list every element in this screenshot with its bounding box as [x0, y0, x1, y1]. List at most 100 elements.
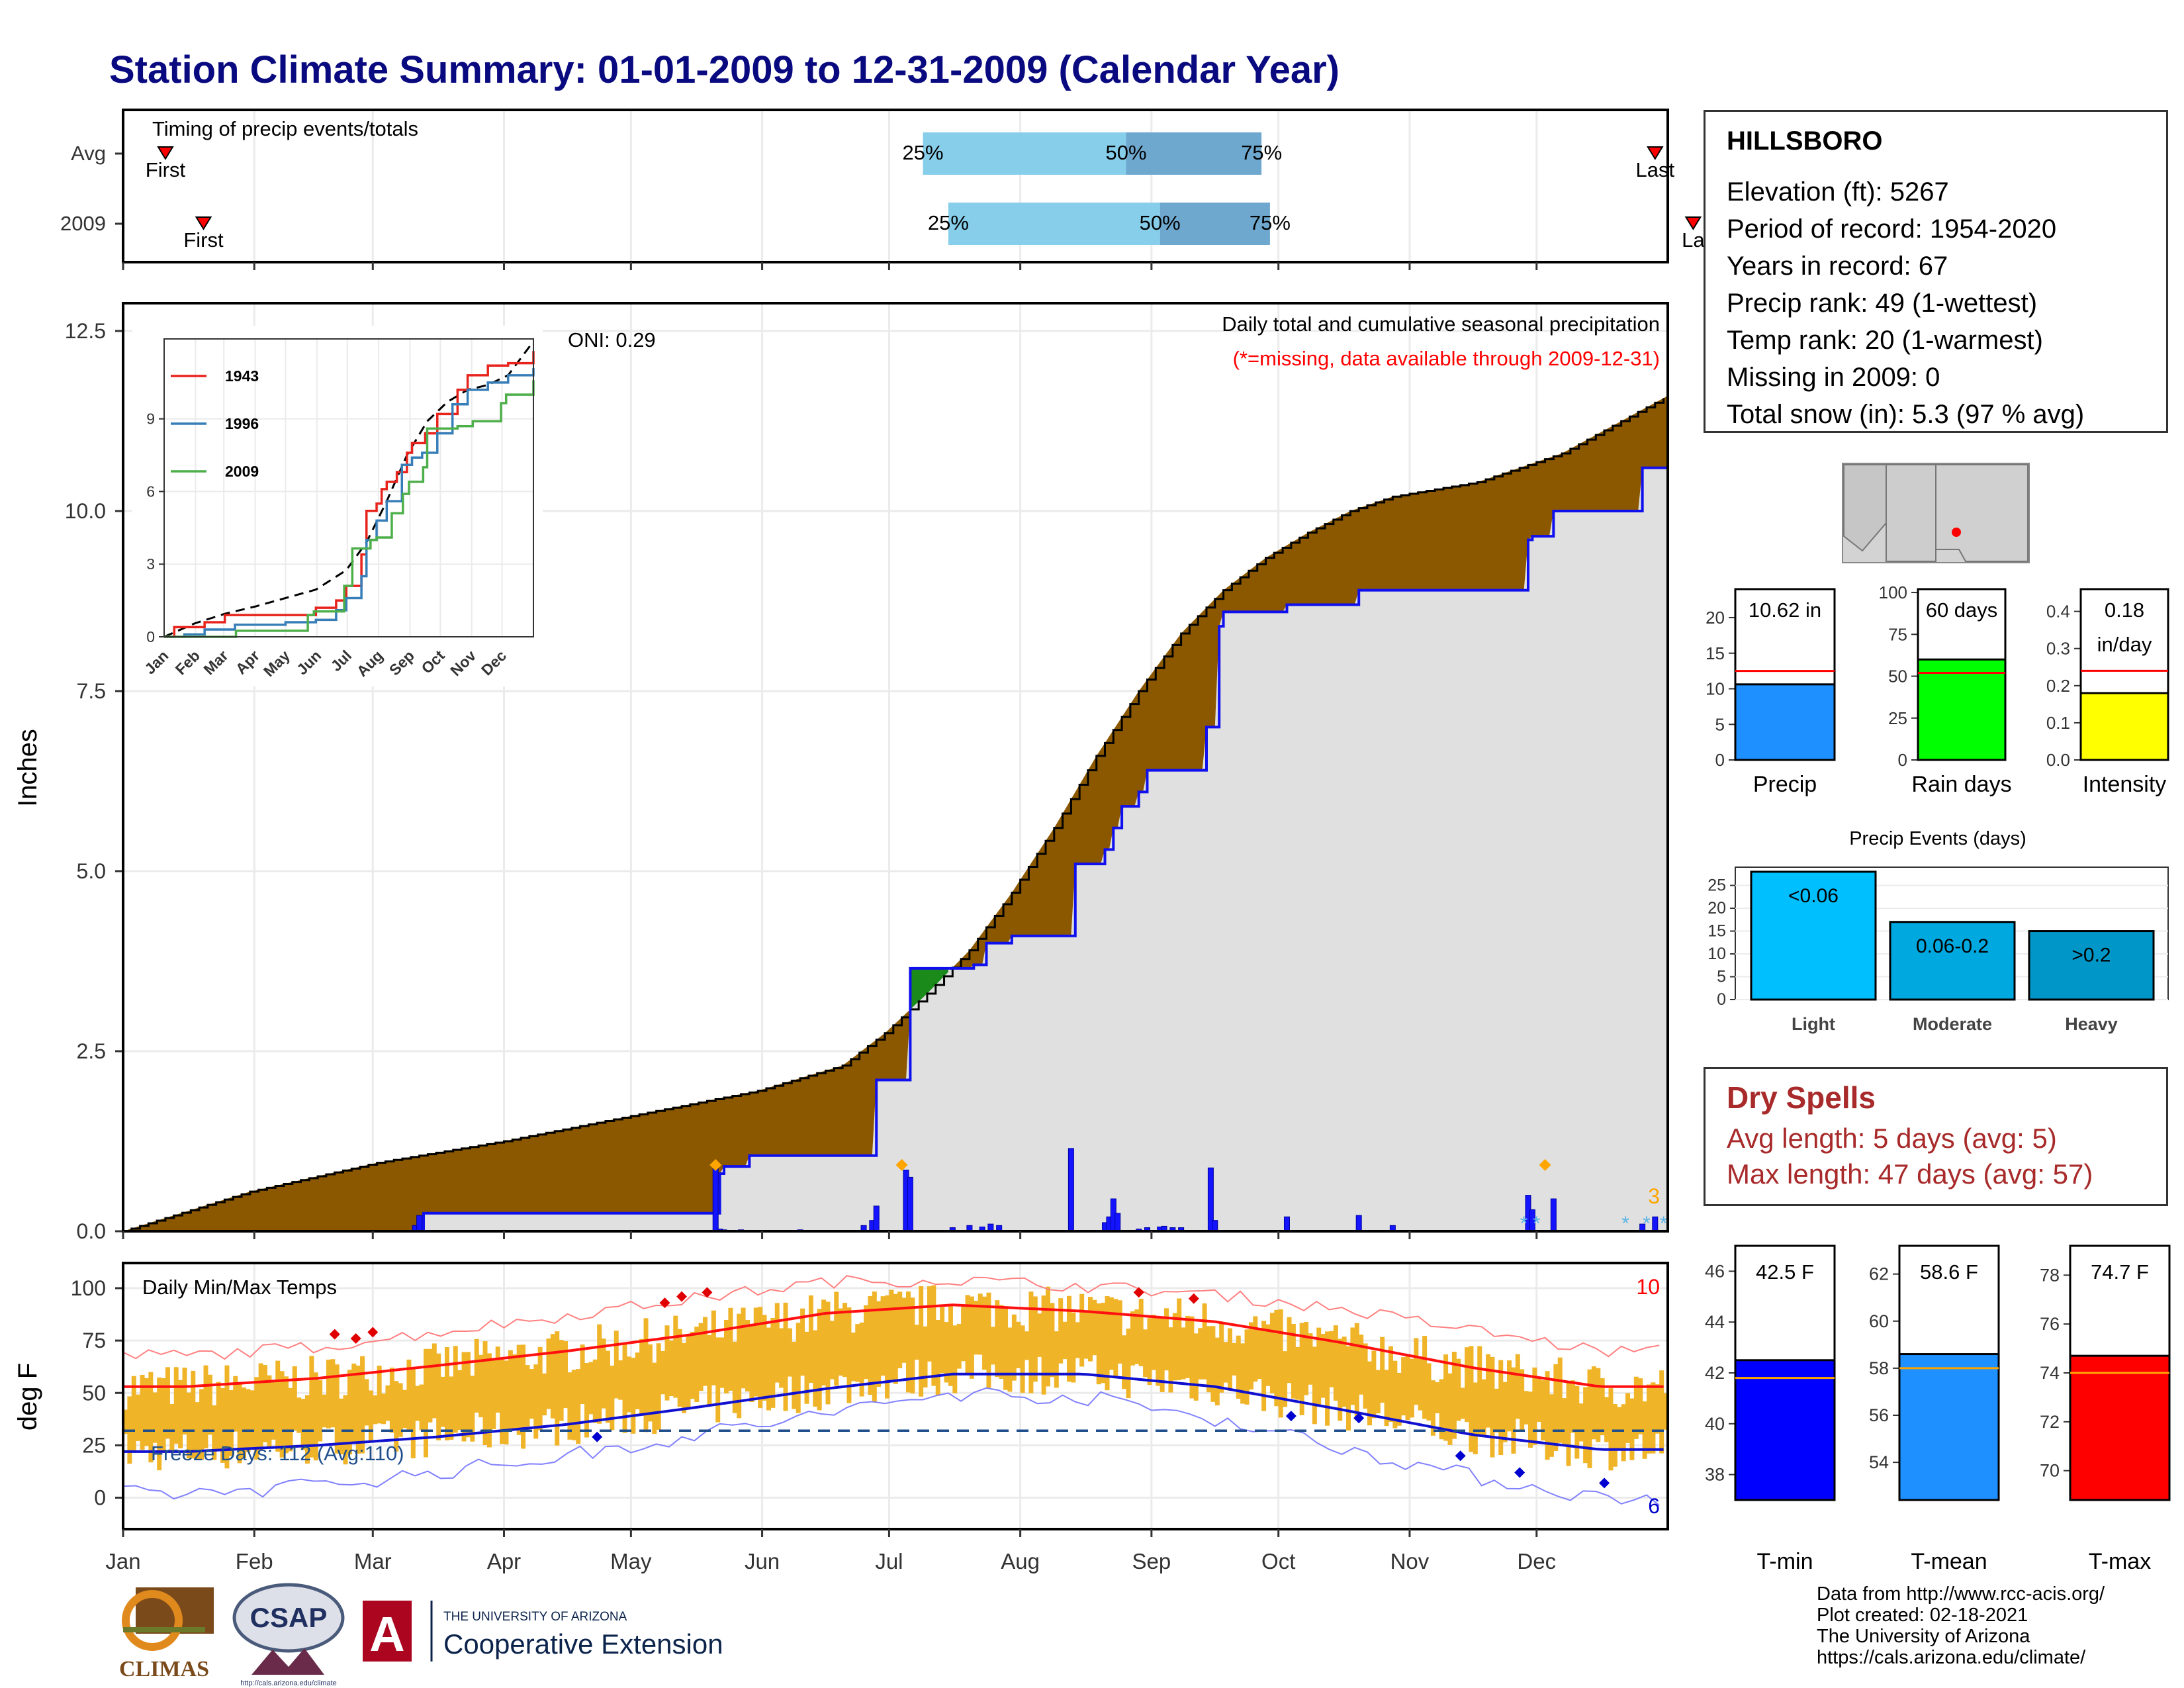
missing-marker: * — [1621, 1213, 1629, 1235]
temp-daily-range-bar — [1578, 1403, 1584, 1442]
temp-daily-range-bar — [635, 1352, 640, 1409]
temp-daily-range-bar — [948, 1306, 953, 1386]
temp-daily-range-bar — [910, 1297, 915, 1394]
station-locator-map — [1842, 463, 2030, 563]
temp-daily-range-bar — [1498, 1360, 1504, 1456]
dry-spells-title: Dry Spells — [1727, 1080, 1876, 1115]
temp-daily-range-bar — [1456, 1358, 1461, 1421]
temp-daily-range-bar — [444, 1347, 449, 1440]
temp-daily-range-bar — [834, 1291, 839, 1386]
timing-q50-q75-bar — [1126, 132, 1262, 175]
temp-daily-range-bar — [749, 1323, 754, 1403]
precip-events-bar-label-Heavy: >0.2 — [2071, 945, 2111, 966]
temp-daily-range-bar — [525, 1365, 530, 1427]
temp-daily-range-bar — [914, 1325, 919, 1360]
record-low-marker — [1285, 1411, 1297, 1422]
temp-daily-range-bar — [461, 1352, 467, 1442]
temp-daily-range-bar — [919, 1286, 924, 1397]
precip-events-category-Heavy: Heavy — [2065, 1014, 2118, 1034]
temp-y-tick-label: 75 — [82, 1329, 106, 1352]
temp-daily-range-bar — [1596, 1368, 1601, 1442]
temp-daily-range-bar — [677, 1329, 682, 1407]
temp-daily-range-bar — [923, 1326, 928, 1388]
temp-summary-y-tick-label: 72 — [2040, 1412, 2060, 1432]
summary-y-tick-label: 50 — [1888, 667, 1907, 686]
timing-last-label: La — [1682, 228, 1705, 252]
summary-bar-Intensity — [2079, 692, 2169, 761]
temp-daily-range-bar — [216, 1382, 221, 1450]
dry-spells-box: Dry Spells Avg length: 5 days (avg: 5) M… — [1704, 1067, 2168, 1206]
temp-summary-bar-T-mean — [1898, 1353, 2000, 1501]
record-high-marker — [659, 1297, 670, 1309]
station-name: HILLSBORO — [1727, 126, 1883, 156]
temp-summary-y-tick-label: 56 — [1869, 1405, 1889, 1425]
temp-daily-range-bar — [330, 1359, 336, 1428]
precip-events-y-tick-label: 10 — [1707, 945, 1726, 963]
temp-daily-range-bar — [148, 1372, 154, 1463]
summary-y-tick-label: 10 — [1706, 679, 1725, 699]
temp-daily-range-bar — [1359, 1335, 1364, 1395]
month-label-Oct: Oct — [1261, 1549, 1295, 1573]
temp-daily-range-bar — [618, 1360, 623, 1400]
temp-daily-range-bar — [334, 1364, 340, 1454]
timing-first-label: First — [146, 158, 186, 181]
temp-daily-range-bar — [529, 1369, 534, 1419]
temp-daily-range-bar — [191, 1370, 196, 1459]
temp-daily-range-bar — [584, 1363, 589, 1438]
temp-summary-y-tick-label: 60 — [1869, 1311, 1889, 1331]
temp-daily-range-bar — [486, 1353, 492, 1448]
temp-daily-range-bar — [1105, 1296, 1110, 1391]
month-label-Apr: Apr — [487, 1549, 521, 1573]
temp-daily-range-bar — [732, 1341, 737, 1413]
station-period: Period of record: 1954-2020 — [1727, 214, 2057, 244]
map-state-west — [1843, 464, 1887, 552]
record-min-line — [122, 1387, 1660, 1506]
map-state-new-mexico — [1935, 464, 2028, 562]
temp-daily-range-bar — [703, 1317, 708, 1386]
precip-events-chart: Precip Events (days) 0 5 10 15 20 25 <0.06 Light… — [1707, 828, 2169, 1034]
temp-daily-range-bar — [478, 1354, 484, 1418]
summary-bar-Precip — [1734, 683, 1836, 761]
timing-q75-label: 75% — [1241, 141, 1282, 164]
precip-caption: Daily total and cumulative seasonal prec… — [1222, 312, 1660, 336]
summary-value-unit-Intensity: in/day — [2097, 633, 2152, 656]
temp-daily-range-bar — [1287, 1317, 1292, 1383]
temp-daily-range-bar — [1545, 1371, 1550, 1460]
temp-daily-range-bar — [279, 1371, 285, 1458]
temp-daily-range-bar — [1151, 1315, 1156, 1370]
climas-logo-ring — [122, 1590, 183, 1651]
inset-plot-area — [163, 338, 534, 637]
temp-daily-range-bar — [318, 1380, 323, 1442]
temp-daily-range-bar — [474, 1338, 479, 1413]
temp-daily-range-bar — [601, 1338, 606, 1409]
logos: CLIMAS CSAP http://cals.arizona.edu/climat… — [119, 1583, 723, 1687]
precip-normal-cumulative-line — [123, 398, 1665, 1233]
temp-daily-range-bar — [774, 1303, 780, 1383]
temp-daily-range-bar — [436, 1353, 441, 1440]
temp-daily-range-bar — [1265, 1324, 1271, 1386]
temp-summary-value-T-min: 42.5 F — [1756, 1260, 1814, 1284]
temp-daily-range-bar — [263, 1365, 268, 1442]
missing-marker: * — [1520, 1213, 1528, 1235]
timing-first-marker — [195, 216, 212, 230]
temp-daily-range-bar — [288, 1387, 293, 1452]
temp-daily-range-bar — [516, 1344, 522, 1435]
temp-daily-range-bar — [1202, 1303, 1207, 1380]
temp-daily-range-bar — [656, 1343, 661, 1430]
temp-daily-range-bar — [1566, 1381, 1571, 1466]
precip-observed-cumulative-line — [123, 466, 1668, 1233]
temp-daily-range-bar — [719, 1337, 725, 1388]
temp-daily-range-bar — [1096, 1303, 1101, 1385]
temp-daily-range-bar — [1587, 1369, 1592, 1468]
temp-daily-range-bar — [682, 1342, 687, 1413]
precip-daily-bar — [1068, 1148, 1074, 1232]
temp-daily-range-bar — [546, 1338, 551, 1409]
temp-daily-range-bar — [1477, 1346, 1482, 1436]
temp-daily-range-bar — [982, 1296, 987, 1370]
temp-frame — [122, 1262, 1669, 1530]
temp-daily-range-bar — [935, 1320, 940, 1396]
temp-daily-range-bar — [504, 1360, 509, 1445]
summary-y-tick-label: 0.4 — [2046, 602, 2070, 622]
precip-y-tick-label: 12.5 — [65, 319, 106, 343]
temp-daily-range-bar — [639, 1338, 645, 1416]
